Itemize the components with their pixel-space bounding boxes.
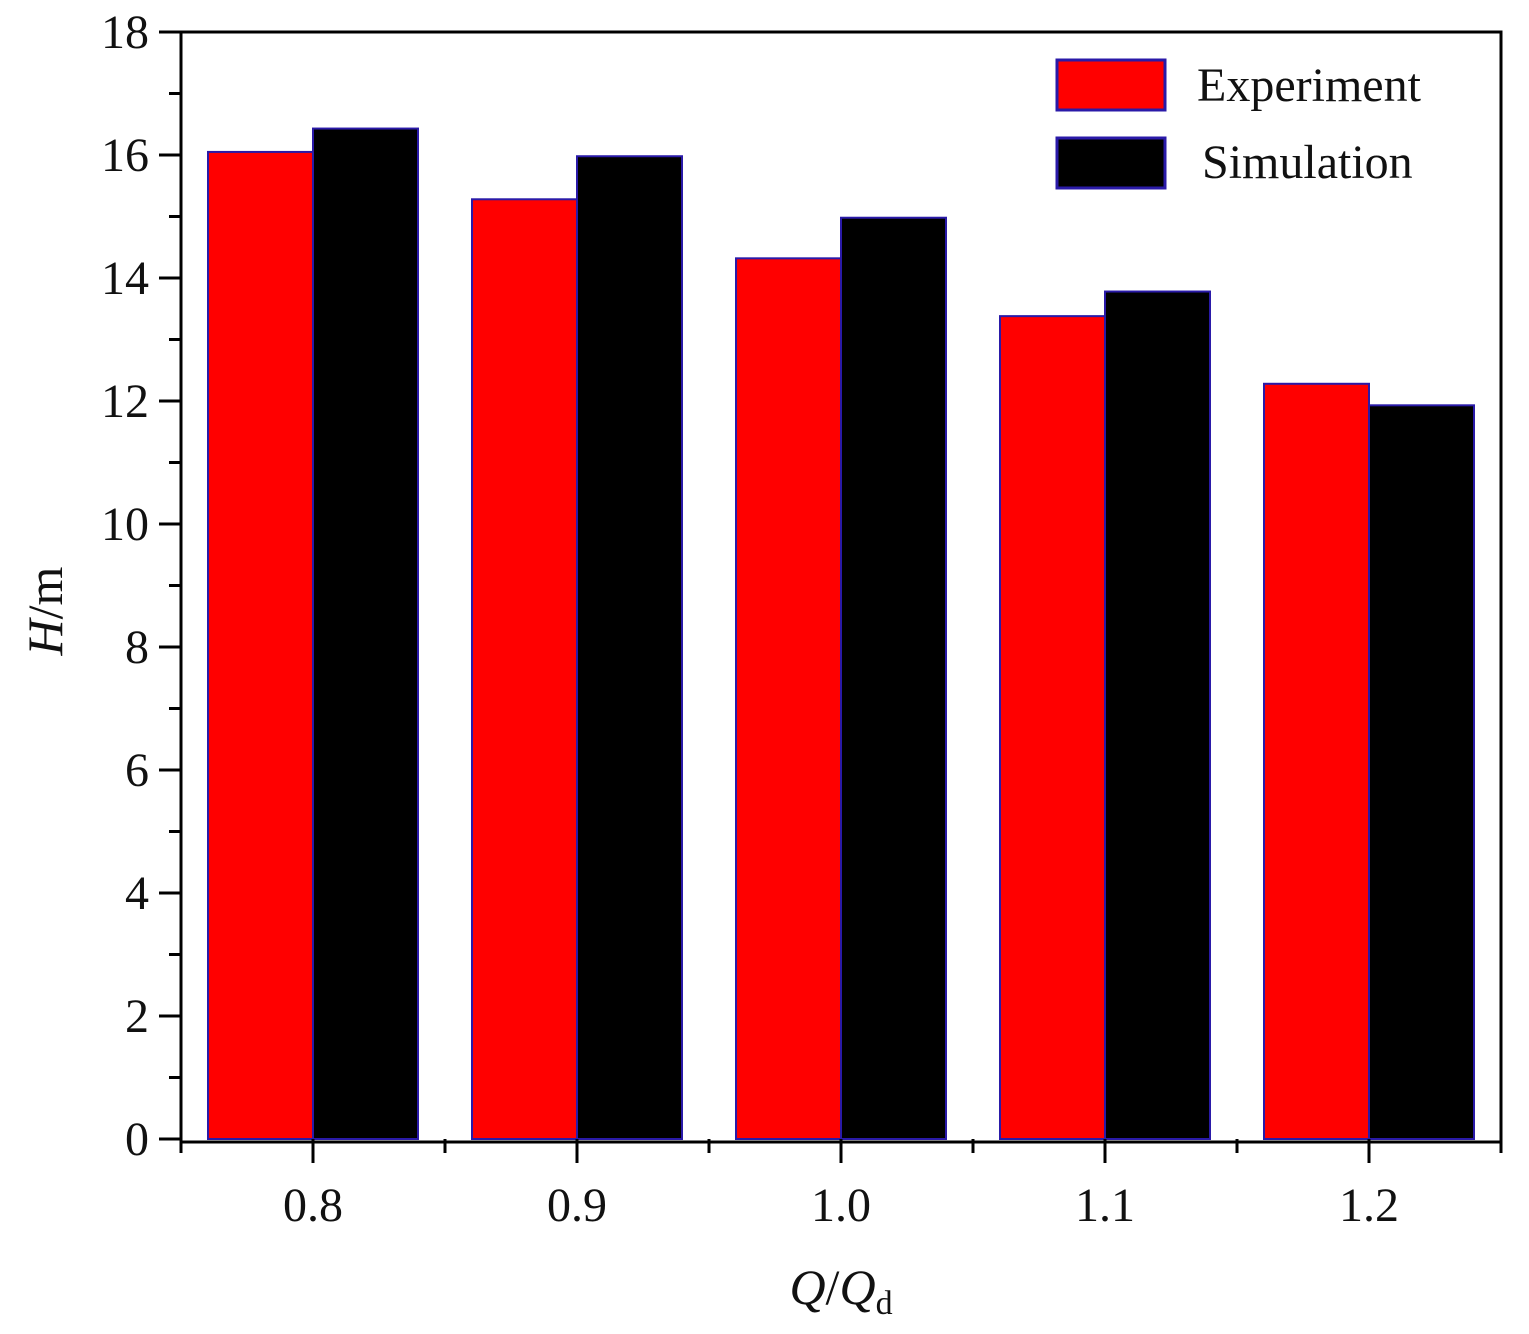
- bar-simulation-0.8: [312, 127, 419, 1140]
- bar-experiment-1.1: [999, 315, 1106, 1140]
- y-tick-label: 14: [101, 252, 149, 305]
- bar-simulation-1.0: [840, 216, 947, 1141]
- y-tick-label: 6: [125, 744, 149, 797]
- y-tick-label: 16: [101, 129, 149, 182]
- bar-experiment-1.0: [735, 257, 842, 1140]
- x-axis-ticks: 0.8 0.9 1.0 1.1 1.2: [179, 1139, 1503, 1232]
- x-tick-label: 1.2: [1339, 1179, 1399, 1232]
- x-tick-label: 0.9: [547, 1179, 607, 1232]
- bar-experiment-0.9: [471, 198, 578, 1140]
- bar-experiment-0.8: [207, 150, 314, 1141]
- y-tick-label: 2: [125, 990, 149, 1043]
- legend-swatch-simulation: [1055, 136, 1167, 190]
- y-tick-label: 0: [125, 1113, 149, 1166]
- y-tick-label: 18: [101, 6, 149, 59]
- y-tick-label: 4: [125, 867, 149, 920]
- x-tick-label: 1.0: [811, 1179, 871, 1232]
- x-tick-label: 0.8: [283, 1179, 343, 1232]
- x-tick-label: 1.1: [1075, 1179, 1135, 1232]
- y-axis-title: H/m: [17, 566, 73, 656]
- legend-swatch-experiment: [1055, 58, 1167, 112]
- bar-experiment-1.2: [1263, 382, 1370, 1140]
- y-tick-label: 10: [101, 498, 149, 551]
- bars-group: [207, 127, 1475, 1141]
- bar-simulation-1.1: [1104, 290, 1211, 1140]
- legend-label-simulation: Simulation: [1202, 136, 1413, 189]
- legend-label-experiment: Experiment: [1197, 59, 1422, 112]
- y-tick-label: 12: [101, 375, 149, 428]
- y-axis-ticks: 0 2 4 6 8 10 12 14 16 18: [101, 6, 181, 1166]
- bar-simulation-1.2: [1368, 404, 1475, 1140]
- y-tick-label: 8: [125, 621, 149, 674]
- x-axis-title: Q/Qd: [789, 1259, 892, 1322]
- legend: Experiment Simulation: [1055, 58, 1422, 190]
- bar-simulation-0.9: [576, 155, 683, 1141]
